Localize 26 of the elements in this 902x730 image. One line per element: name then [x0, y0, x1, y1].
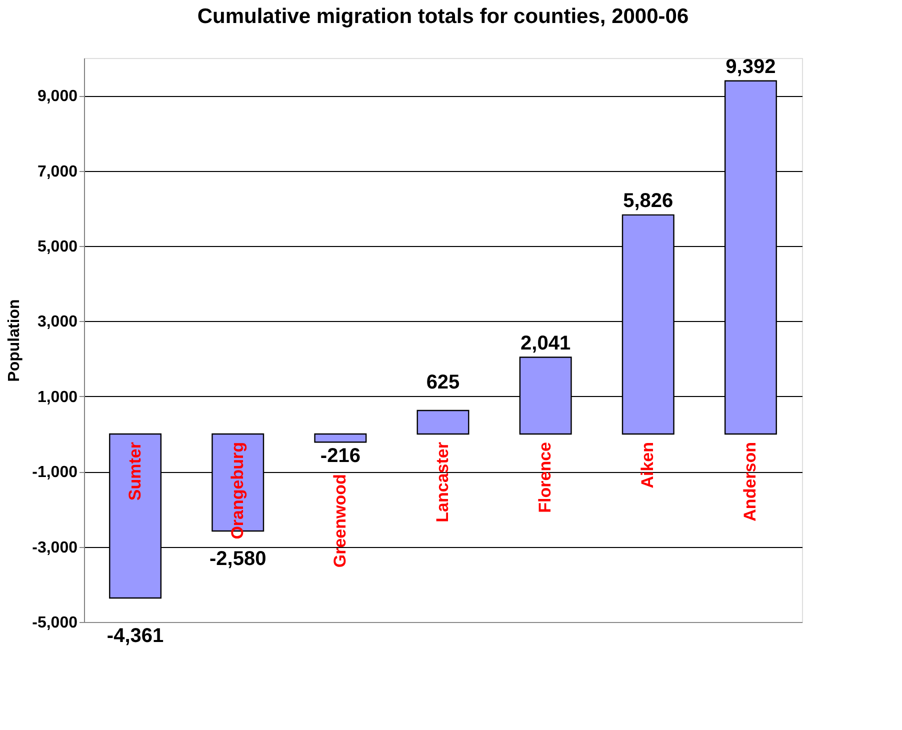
x-tick-label: Aiken: [638, 442, 658, 488]
data-label: 5,826: [623, 190, 674, 212]
y-tick-label: 5,000: [37, 238, 78, 256]
data-label: -4,361: [106, 624, 164, 647]
bar: [416, 410, 470, 435]
x-tick-label: Greenwood: [330, 474, 350, 568]
y-axis-title: Population: [6, 299, 24, 382]
data-label: 9,392: [726, 56, 776, 78]
y-tick-label: -1,000: [32, 464, 78, 482]
chart-title: Cumulative migration totals for counties, 2000-06: [197, 4, 689, 28]
x-tick-label: Anderson: [740, 442, 760, 522]
y-tick-label: 1,000: [37, 388, 78, 406]
bar: [314, 433, 367, 443]
x-tick-label: Lancaster: [433, 442, 452, 522]
data-label: -216: [320, 445, 360, 468]
x-tick-label: Sumter: [125, 442, 144, 501]
x-tick-label: Florence: [536, 442, 555, 513]
x-tick-label: Orangeburg: [228, 442, 247, 540]
y-tick-label: -3,000: [32, 539, 78, 556]
y-tick-label: -5,000: [32, 614, 78, 632]
data-label: -2,580: [210, 548, 266, 570]
y-tick-label: 7,000: [37, 163, 78, 180]
data-label: 625: [426, 372, 460, 394]
data-label: 2,041: [520, 332, 571, 354]
y-tick-label: 3,000: [37, 314, 78, 331]
y-tick-label: 9,000: [37, 88, 78, 106]
